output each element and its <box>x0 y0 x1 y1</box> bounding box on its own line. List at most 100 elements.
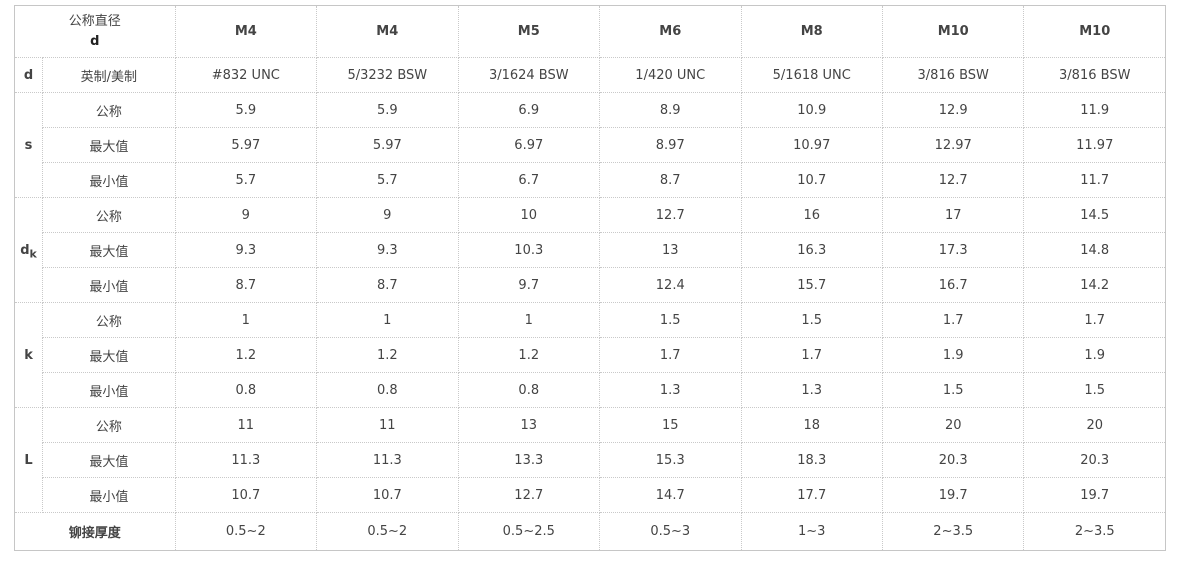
value-cell: 5/3232 BSW <box>316 57 459 93</box>
row-group-label-L: L <box>13 407 44 513</box>
table-row: s 公称 5.9 5.9 6.9 8.9 10.9 12.9 11.9 <box>13 92 1166 198</box>
value-cell: 5.7 <box>316 162 459 198</box>
value-cell: 1.5 <box>1023 372 1166 408</box>
value-cell: 5.97 <box>316 127 459 163</box>
value-cell: 9.3 <box>316 232 459 268</box>
value-cell: 13 <box>457 407 601 443</box>
row-label: 英制/美制 <box>42 57 176 93</box>
column-header-m4a: M4 <box>174 5 318 58</box>
column-header-m8: M8 <box>740 5 883 58</box>
value-cell: 5/1618 UNC <box>740 57 883 93</box>
imperial-row: d 英制/美制 #832 UNC 5/3232 BSW 3/1624 BSW 1… <box>13 57 1166 93</box>
value-cell: #832 UNC <box>174 57 318 93</box>
value-cell: 11 <box>316 407 459 443</box>
value-cell: 6.7 <box>457 162 601 198</box>
riveting-row: 铆接厚度 0.5~2 0.5~2 0.5~2.5 0.5~3 1~3 2~3.5… <box>14 512 1166 551</box>
value-cell: 0.5~2.5 <box>457 512 601 551</box>
column-header-m10b: M10 <box>1023 5 1166 58</box>
value-cell: 20 <box>881 407 1025 443</box>
header-row: 公称直径 d M4 M4 M5 M6 M8 M10 M10 <box>14 5 1166 58</box>
value-cell: 10.3 <box>457 232 601 268</box>
value-cell: 1.7 <box>599 337 742 373</box>
value-cell: 1.2 <box>457 337 601 373</box>
row-label: 公称 <box>42 92 176 128</box>
column-header-m10a: M10 <box>881 5 1025 58</box>
value-cell: 18 <box>740 407 883 443</box>
value-cell: 8.7 <box>174 267 318 303</box>
value-cell: 20.3 <box>881 442 1025 478</box>
table-row: 最大值 9.3 9.3 10.3 13 16.3 17.3 14.8 <box>15 232 1166 268</box>
row-label: 最大值 <box>42 442 176 478</box>
corner-header-cell: 公称直径 d <box>14 5 176 58</box>
value-cell: 1 <box>316 302 459 338</box>
value-cell: 9 <box>174 197 318 233</box>
row-label: 最小值 <box>42 372 176 408</box>
value-cell: 2~3.5 <box>1023 512 1166 551</box>
value-cell: 1~3 <box>740 512 883 551</box>
value-cell: 14.8 <box>1023 232 1166 268</box>
value-cell: 20.3 <box>1023 442 1166 478</box>
value-cell: 12.9 <box>881 92 1025 128</box>
value-cell: 17.3 <box>881 232 1025 268</box>
table-row: 最小值 8.7 8.7 9.7 12.4 15.7 16.7 14.2 <box>15 267 1166 303</box>
value-cell: 5.97 <box>174 127 318 163</box>
row-group-label-d: d <box>13 57 44 93</box>
row-label: 最小值 <box>42 267 176 303</box>
value-cell: 8.9 <box>599 92 742 128</box>
table-row: dk 公称 9 9 10 12.7 16 17 14.5 <box>13 197 1166 303</box>
row-label: 公称 <box>42 197 176 233</box>
value-cell: 1.5 <box>599 302 742 338</box>
table-row: 最大值 11.3 11.3 13.3 15.3 18.3 20.3 20.3 <box>15 442 1166 478</box>
value-cell: 16.3 <box>740 232 883 268</box>
value-cell: 0.8 <box>457 372 601 408</box>
value-cell: 16 <box>740 197 883 233</box>
value-cell: 1.7 <box>1023 302 1166 338</box>
value-cell: 3/816 BSW <box>1023 57 1166 93</box>
value-cell: 1 <box>457 302 601 338</box>
row-label: 最大值 <box>42 127 176 163</box>
value-cell: 6.97 <box>457 127 601 163</box>
row-label: 最小值 <box>42 477 176 513</box>
value-cell: 1.3 <box>599 372 742 408</box>
table-row: L 公称 11 11 13 15 18 20 20 <box>13 407 1166 513</box>
row-label: 最小值 <box>42 162 176 198</box>
value-cell: 17.7 <box>740 477 883 513</box>
value-cell: 12.7 <box>881 162 1025 198</box>
corner-title: 公称直径 <box>68 14 121 29</box>
row-label: 最大值 <box>42 337 176 373</box>
value-cell: 15.3 <box>599 442 742 478</box>
table-row: 最小值 0.8 0.8 0.8 1.3 1.3 1.5 1.5 <box>15 372 1166 408</box>
value-cell: 1.7 <box>740 337 883 373</box>
value-cell: 0.8 <box>316 372 459 408</box>
row-label: 公称 <box>42 407 176 443</box>
value-cell: 12.7 <box>599 197 742 233</box>
row-label: 最大值 <box>42 232 176 268</box>
value-cell: 9 <box>316 197 459 233</box>
value-cell: 0.5~3 <box>599 512 742 551</box>
value-cell: 9.7 <box>457 267 601 303</box>
row-group-label-k: k <box>13 302 44 408</box>
table-row: 最大值 1.2 1.2 1.2 1.7 1.7 1.9 1.9 <box>15 337 1166 373</box>
column-header-m6: M6 <box>599 5 742 58</box>
value-cell: 11.3 <box>316 442 459 478</box>
value-cell: 5.9 <box>316 92 459 128</box>
riveting-label: 铆接厚度 <box>14 512 176 551</box>
value-cell: 18.3 <box>740 442 883 478</box>
value-cell: 11.97 <box>1023 127 1166 163</box>
value-cell: 1.3 <box>740 372 883 408</box>
value-cell: 15 <box>599 407 742 443</box>
value-cell: 5.7 <box>174 162 318 198</box>
value-cell: 9.3 <box>174 232 318 268</box>
value-cell: 8.97 <box>599 127 742 163</box>
value-cell: 1/420 UNC <box>599 57 742 93</box>
value-cell: 11.9 <box>1023 92 1166 128</box>
value-cell: 12.4 <box>599 267 742 303</box>
value-cell: 8.7 <box>599 162 742 198</box>
value-cell: 10.7 <box>316 477 459 513</box>
value-cell: 16.7 <box>881 267 1025 303</box>
value-cell: 3/1624 BSW <box>457 57 601 93</box>
value-cell: 19.7 <box>881 477 1025 513</box>
value-cell: 10.7 <box>174 477 318 513</box>
value-cell: 14.7 <box>599 477 742 513</box>
value-cell: 10.9 <box>740 92 883 128</box>
